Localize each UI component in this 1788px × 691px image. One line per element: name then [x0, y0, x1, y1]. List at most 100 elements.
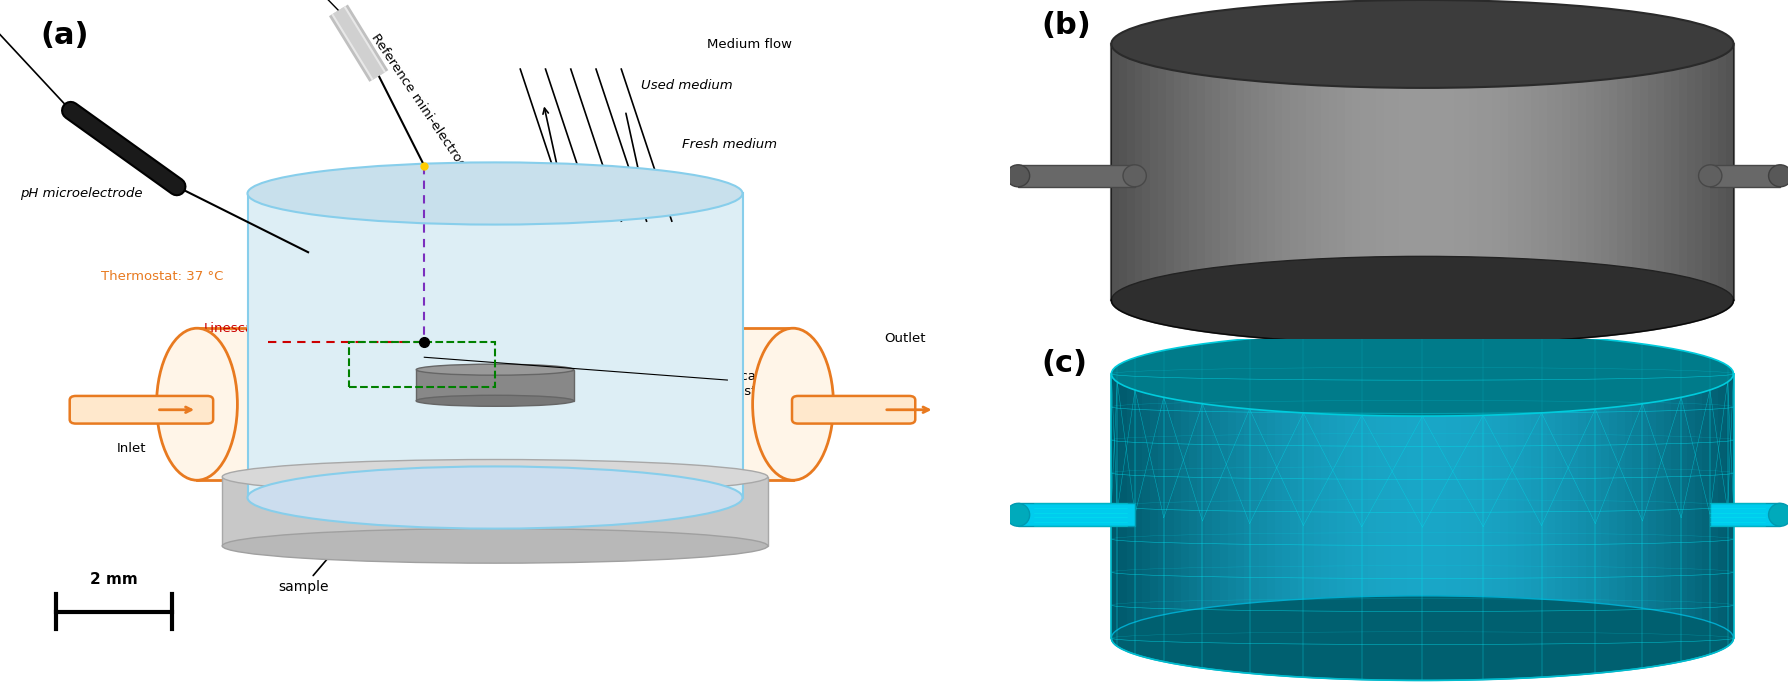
Polygon shape [1252, 44, 1259, 301]
Polygon shape [1484, 44, 1493, 301]
Polygon shape [1649, 374, 1656, 638]
Ellipse shape [753, 328, 833, 480]
Polygon shape [1718, 44, 1725, 301]
Text: Fresh medium: Fresh medium [681, 138, 778, 151]
Polygon shape [1616, 44, 1625, 301]
Polygon shape [1368, 44, 1375, 301]
Text: 2 mm: 2 mm [89, 572, 138, 587]
Bar [1709, 165, 1781, 187]
Polygon shape [1579, 374, 1586, 638]
Polygon shape [1314, 374, 1321, 638]
Polygon shape [1461, 374, 1470, 638]
Polygon shape [1609, 44, 1616, 301]
Polygon shape [1135, 44, 1143, 301]
Polygon shape [1430, 44, 1438, 301]
Polygon shape [1219, 44, 1228, 301]
Text: Used medium: Used medium [642, 79, 733, 93]
Polygon shape [1275, 44, 1282, 301]
Polygon shape [1616, 374, 1625, 638]
Polygon shape [1593, 44, 1602, 301]
Polygon shape [1493, 374, 1500, 638]
Polygon shape [1368, 374, 1375, 638]
Polygon shape [1298, 374, 1305, 638]
Polygon shape [1252, 374, 1259, 638]
Polygon shape [1586, 44, 1593, 301]
Polygon shape [1493, 44, 1500, 301]
Polygon shape [1556, 44, 1563, 301]
Polygon shape [1725, 374, 1734, 638]
Polygon shape [1702, 44, 1709, 301]
Polygon shape [1547, 44, 1554, 301]
Polygon shape [1236, 44, 1244, 301]
Text: Scanning
distance: Scanning distance [733, 370, 794, 397]
Polygon shape [1446, 374, 1454, 638]
Text: (a): (a) [41, 21, 89, 50]
Polygon shape [1547, 374, 1554, 638]
Polygon shape [1205, 44, 1212, 301]
Bar [197, 328, 794, 480]
Polygon shape [1446, 44, 1454, 301]
Polygon shape [1679, 374, 1686, 638]
Polygon shape [1430, 374, 1438, 638]
Text: (b): (b) [1041, 11, 1091, 40]
Polygon shape [1609, 374, 1616, 638]
Polygon shape [1298, 44, 1305, 301]
Polygon shape [1454, 44, 1461, 301]
Ellipse shape [247, 162, 742, 225]
Polygon shape [1212, 44, 1219, 301]
Text: Medium flow: Medium flow [706, 38, 792, 51]
Polygon shape [1414, 44, 1423, 301]
Polygon shape [1516, 374, 1523, 638]
Polygon shape [1150, 374, 1159, 638]
Polygon shape [1570, 44, 1579, 301]
Polygon shape [1305, 374, 1314, 638]
Polygon shape [1375, 44, 1384, 301]
Polygon shape [1268, 44, 1275, 301]
Polygon shape [1282, 44, 1291, 301]
Text: Linescan: Linescan [204, 322, 263, 335]
Polygon shape [1470, 44, 1477, 301]
Ellipse shape [1123, 165, 1146, 187]
Polygon shape [1328, 44, 1337, 301]
Polygon shape [1143, 44, 1150, 301]
Text: pH microelectrode: pH microelectrode [20, 187, 143, 200]
Ellipse shape [1112, 0, 1734, 88]
Polygon shape [1563, 374, 1570, 638]
Polygon shape [1236, 374, 1244, 638]
Polygon shape [1228, 44, 1236, 301]
Polygon shape [1695, 374, 1702, 638]
Polygon shape [1398, 374, 1407, 638]
Bar [247, 193, 742, 498]
Polygon shape [1702, 374, 1709, 638]
Polygon shape [1391, 374, 1398, 638]
Polygon shape [1656, 44, 1663, 301]
Ellipse shape [1768, 503, 1788, 527]
Polygon shape [1189, 44, 1196, 301]
Text: Outlet: Outlet [883, 332, 926, 346]
Polygon shape [1539, 374, 1547, 638]
Polygon shape [1112, 374, 1119, 638]
Ellipse shape [1007, 165, 1030, 187]
Polygon shape [1672, 44, 1679, 301]
Polygon shape [1656, 374, 1663, 638]
Polygon shape [1477, 374, 1484, 638]
Polygon shape [1398, 44, 1407, 301]
Polygon shape [1337, 44, 1345, 301]
Polygon shape [1423, 44, 1430, 301]
Text: Thermostat: 37 °C: Thermostat: 37 °C [100, 270, 224, 283]
Polygon shape [1500, 374, 1507, 638]
Polygon shape [1640, 374, 1649, 638]
Text: Reference mini-electrode: Reference mini-electrode [368, 31, 472, 178]
Polygon shape [1523, 374, 1531, 638]
Polygon shape [1709, 374, 1718, 638]
Polygon shape [1352, 44, 1361, 301]
Text: Midpoint: Midpoint [440, 315, 497, 328]
Ellipse shape [1112, 256, 1734, 344]
Polygon shape [1159, 374, 1166, 638]
Polygon shape [1663, 44, 1672, 301]
Polygon shape [1507, 44, 1516, 301]
Ellipse shape [222, 460, 767, 494]
Polygon shape [1625, 44, 1632, 301]
Polygon shape [1516, 44, 1523, 301]
Polygon shape [1196, 44, 1205, 301]
